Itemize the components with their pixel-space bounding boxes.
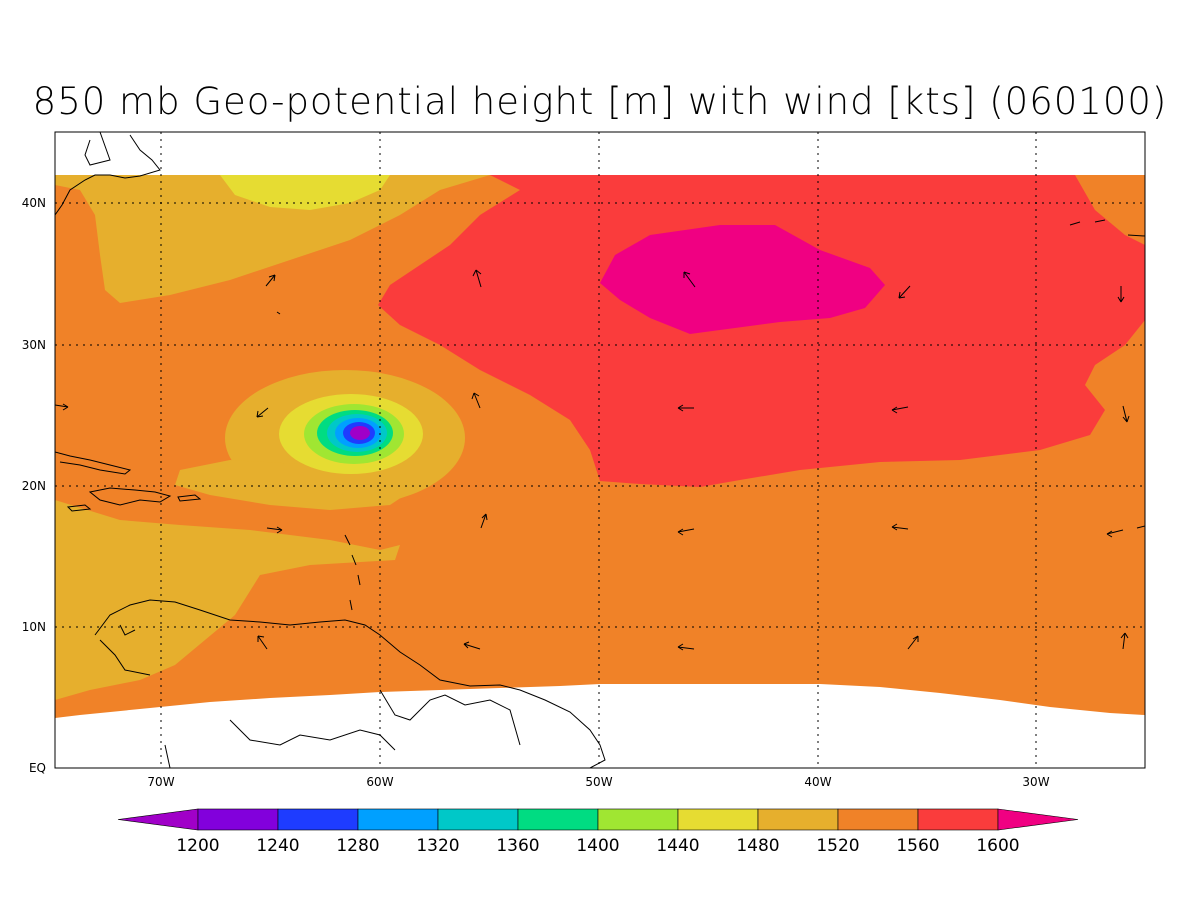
north-america-coast xyxy=(55,132,161,216)
graticule xyxy=(55,132,1145,768)
plot-frame xyxy=(54,131,1146,769)
colorbar: 1200 1240 1280 1320 1360 1400 1440 1480 1520 1560… xyxy=(117,808,1079,856)
colorbar-swatch xyxy=(597,808,679,831)
wind-arrow xyxy=(471,392,481,409)
contour-field xyxy=(55,175,1145,718)
puerto-rico-coast xyxy=(177,494,202,502)
height-1560-1600-region xyxy=(378,175,1145,487)
wind-arrow xyxy=(472,269,482,288)
map-title: 850 mb Geo-potential height [m] with win… xyxy=(32,80,1168,123)
lon-tick-label: 40W xyxy=(804,775,831,789)
colorbar-arrow-low xyxy=(117,808,199,831)
wind-arrow xyxy=(677,643,695,651)
wind-arrow xyxy=(256,407,269,418)
colorbar-swatch xyxy=(277,808,359,831)
wind-arrow xyxy=(54,403,69,411)
colorbar-label: 1360 xyxy=(496,836,539,856)
colorbar-swatch xyxy=(357,808,439,831)
colorbar-swatch xyxy=(197,808,279,831)
coastlines xyxy=(55,132,1145,768)
wind-arrow xyxy=(1120,632,1129,650)
colorbar-label: 1600 xyxy=(976,836,1019,856)
colorbar-label: 1560 xyxy=(896,836,939,856)
x-axis: 70W 60W 50W 40W 30W xyxy=(147,775,1049,789)
height-above-1600-region xyxy=(600,225,885,334)
hispaniola-coast xyxy=(88,487,172,506)
lat-tick-label: EQ xyxy=(29,761,46,775)
colorbar-swatch xyxy=(917,808,999,831)
lat-tick-label: 20N xyxy=(22,479,46,493)
colorbar-label: 1280 xyxy=(336,836,379,856)
bermuda-coast xyxy=(276,311,281,315)
wind-arrow xyxy=(907,635,919,650)
wind-arrow xyxy=(891,406,909,414)
wind-arrow xyxy=(463,641,481,650)
wind-arrow xyxy=(683,271,696,288)
wind-arrow xyxy=(257,635,268,650)
colorbar-label: 1480 xyxy=(736,836,779,856)
colorbar-swatch xyxy=(757,808,839,831)
colorbar-arrow-high xyxy=(997,808,1079,831)
lat-tick-label: 30N xyxy=(22,338,46,352)
east-atlantic-islands xyxy=(1069,219,1145,529)
colorbar-swatch xyxy=(677,808,759,831)
lon-tick-label: 60W xyxy=(366,775,393,789)
y-axis: 40N 30N 20N 10N EQ xyxy=(22,196,46,775)
height-1200-core xyxy=(350,426,370,440)
cuba-coast xyxy=(55,451,132,475)
colorbar-swatch xyxy=(837,808,919,831)
wind-arrow xyxy=(677,528,695,536)
colorbar-swatch xyxy=(517,808,599,831)
lon-tick-label: 70W xyxy=(147,775,174,789)
lesser-antilles-coast xyxy=(344,534,361,611)
lon-tick-label: 50W xyxy=(585,775,612,789)
jamaica-coast xyxy=(66,504,92,512)
colorbar-label: 1320 xyxy=(416,836,459,856)
colorbar-label: 1520 xyxy=(816,836,859,856)
colorbar-label: 1440 xyxy=(656,836,699,856)
wind-arrow xyxy=(677,404,694,412)
wind-arrow xyxy=(265,274,276,287)
wind-arrow xyxy=(898,285,911,299)
wind-arrow xyxy=(1122,405,1130,423)
colorbar-label: 1240 xyxy=(256,836,299,856)
wind-arrow xyxy=(891,523,909,531)
lat-tick-label: 10N xyxy=(22,620,46,634)
height-1480-1520-region xyxy=(55,175,490,303)
south-america-coast xyxy=(94,599,606,768)
wind-arrow xyxy=(1106,529,1124,538)
colorbar-swatch xyxy=(437,808,519,831)
wind-arrow xyxy=(1117,286,1125,303)
wind-arrow xyxy=(480,513,488,529)
lon-tick-label: 30W xyxy=(1022,775,1049,789)
height-1440-1480-region xyxy=(220,175,390,210)
wind-arrow xyxy=(266,526,283,534)
height-1480-1520-sw-region xyxy=(55,500,400,700)
colorbar-label: 1400 xyxy=(576,836,619,856)
guianas-borders xyxy=(164,689,521,768)
wind-vectors xyxy=(54,269,1130,651)
lat-tick-label: 40N xyxy=(22,196,46,210)
colorbar-label: 1200 xyxy=(176,836,219,856)
